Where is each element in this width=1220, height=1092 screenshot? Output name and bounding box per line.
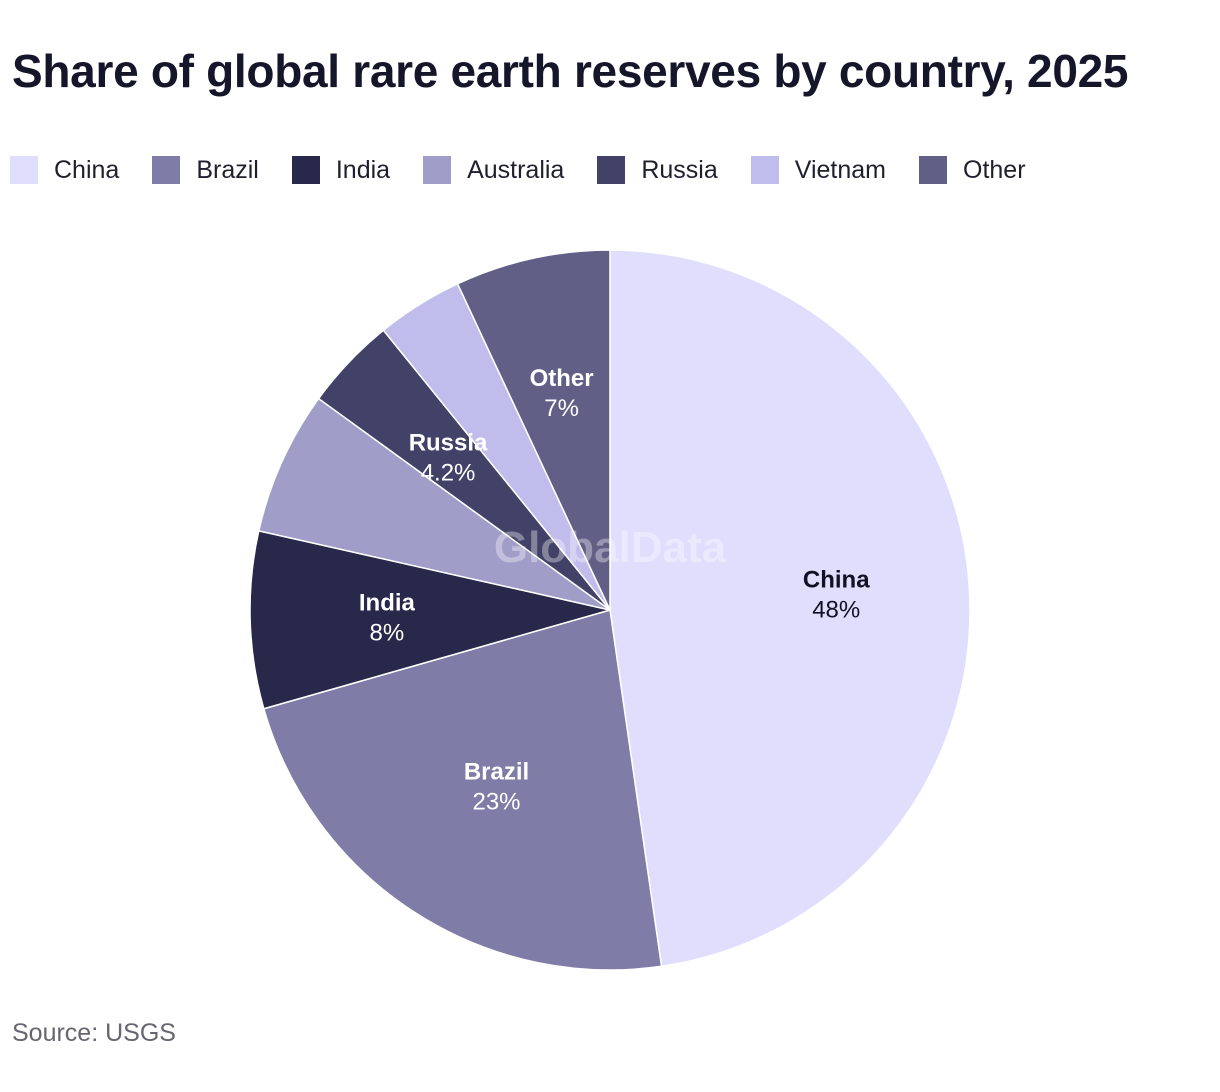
- slice-label-russia: Russia: [409, 429, 488, 456]
- slice-label-other: Other: [530, 365, 594, 392]
- legend-label: Vietnam: [794, 155, 887, 184]
- legend-swatch: [597, 156, 626, 184]
- pie-slice-other: [456, 249, 611, 611]
- legend-item-vietnam: Vietnam: [750, 155, 887, 185]
- legend-item-other: Other: [919, 156, 1026, 185]
- slice-label-india: India: [359, 589, 416, 616]
- legend-label: Russia: [641, 155, 718, 184]
- legend-swatch: [291, 156, 320, 184]
- source-note: Source: USGS: [12, 1019, 176, 1047]
- watermark: GlobalData: [494, 523, 727, 572]
- slice-value-brazil: 23%: [472, 788, 520, 815]
- legend-label: India: [335, 155, 391, 184]
- legend-swatch: [10, 156, 38, 184]
- slice-value-russia: 4.2%: [421, 459, 476, 486]
- pie-slice-brazil: [262, 609, 663, 971]
- pie-slice-australia: [257, 397, 611, 611]
- slice-label-brazil: Brazil: [464, 758, 529, 785]
- pie-slice-india: [249, 529, 611, 710]
- legend-label: Australia: [467, 155, 565, 184]
- pie-chart: GlobalData China 48% Brazil 23% India 8% Russi…: [249, 249, 971, 971]
- slice-value-other: 7%: [544, 395, 579, 422]
- legend-label: Brazil: [196, 155, 259, 184]
- legend-item-australia: Australia: [423, 156, 564, 185]
- legend-swatch: [919, 156, 948, 184]
- slice-value-china: 48%: [812, 597, 860, 624]
- pie-slices: [249, 249, 971, 971]
- legend-item-india: India: [291, 155, 391, 185]
- legend-swatch: [750, 156, 779, 184]
- slice-value-india: 8%: [370, 619, 405, 646]
- legend-swatch: [423, 156, 452, 184]
- pie-slice-china: [609, 249, 971, 968]
- legend: China Brazil India Australia Russia Vietnam Ot…: [10, 154, 1059, 186]
- chart-title: Share of global rare earth reserves by c…: [12, 45, 1129, 97]
- legend-label: China: [54, 155, 120, 184]
- legend-item-china: China: [10, 156, 119, 185]
- slice-label-china: China: [803, 567, 870, 594]
- legend-label: Other: [963, 155, 1026, 184]
- legend-item-brazil: Brazil: [152, 156, 259, 185]
- legend-item-russia: Russia: [597, 155, 718, 185]
- legend-swatch: [152, 156, 181, 184]
